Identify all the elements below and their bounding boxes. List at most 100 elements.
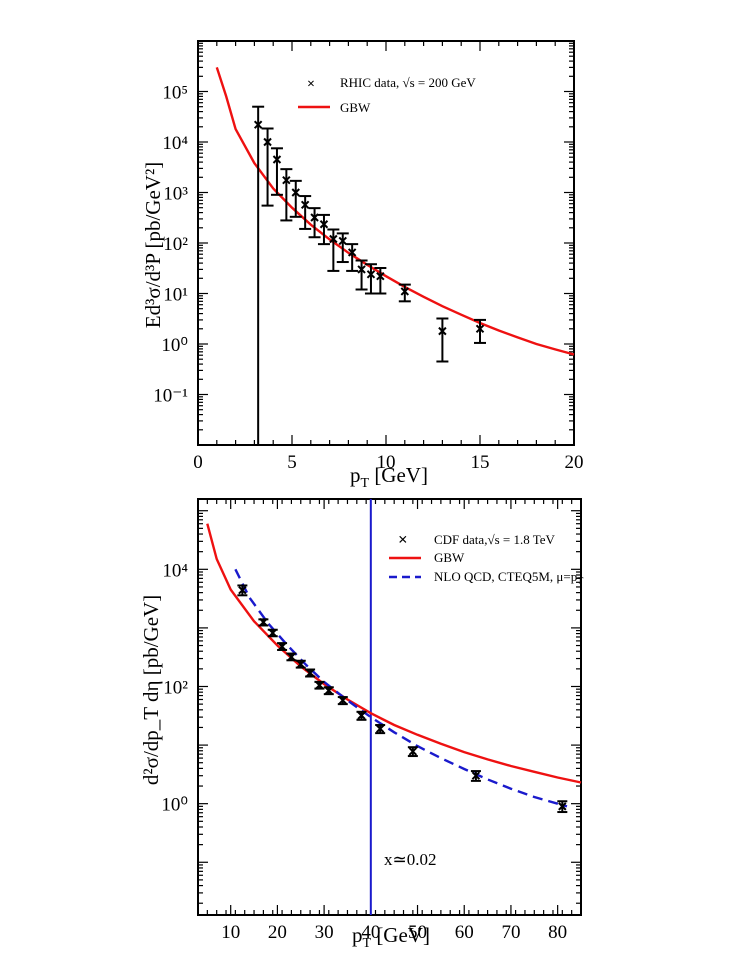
data-point [474,318,486,344]
bottom-legend-nlo-text: NLO QCD, CTEQ5M, μ=p [434,569,577,584]
data-marker [400,287,410,296]
top-gbw-curve-group [215,67,575,356]
y-tick-label: 10² [163,234,188,255]
data-marker [357,711,366,720]
data-marker [310,213,319,222]
top-tick-labels: 0 5 10 15 20 10⁻¹ 10⁰ 10¹ 10² 10³ 10⁴ 10⁵ [153,83,583,474]
data-marker [324,686,333,695]
y-tick-label: 10⁵ [162,83,188,104]
x-tick-label: 50 [408,922,427,943]
x-tick-label: 30 [315,922,334,943]
data-marker [471,771,481,780]
data-marker [347,248,357,257]
data-point [295,659,306,669]
data-marker [296,660,305,669]
data-point [374,266,387,295]
x-tick-label: 70 [501,922,520,943]
x-tick-label: 60 [455,922,474,943]
y-tick-label: 10⁰ [161,795,188,816]
bottom-legend: × CDF data,√s = 1.8 TeV GBW NLO QCD, CTE… [389,530,583,587]
top-ticks [197,40,575,446]
data-marker [238,585,247,595]
data-point [317,213,330,246]
data-marker [375,724,385,733]
y-tick-label: 10⁴ [162,133,188,154]
data-point [470,770,481,782]
data-marker [376,272,385,281]
bottom-data-points [237,584,568,814]
bottom-xlabel-unit: [GeV] [371,923,430,947]
data-marker [315,681,324,690]
data-marker [263,137,272,147]
data-marker [291,188,300,197]
data-point [356,710,367,721]
data-point [327,228,340,272]
data-marker [329,234,338,244]
top-x-axis-label: pT [GeV] [350,463,428,491]
nlo-qcd-curve [234,568,568,808]
bottom-plot-frame [197,498,582,916]
data-marker [475,324,485,334]
bottom-legend-nlo-sub: T [577,576,583,587]
data-point [299,195,312,230]
x-tick-label: 20 [565,452,584,473]
data-marker [319,220,329,229]
x-tick-label: 5 [287,452,297,473]
x-tick-label: 10 [221,922,240,943]
y-tick-label: 10² [163,677,188,698]
data-point [252,105,265,445]
x-tick-label: 10 [377,452,396,473]
data-marker [338,236,347,246]
data-point [305,668,316,678]
data-marker [357,265,366,274]
data-marker [287,652,296,662]
data-point [436,317,449,363]
top-xlabel-p: p [350,463,361,487]
data-point [261,127,274,207]
data-point [398,283,411,303]
data-point [323,686,334,696]
data-point [270,147,283,196]
data-point [280,168,293,222]
y-tick-label: 10⁻¹ [153,386,188,407]
data-point [237,584,248,597]
data-marker [408,747,418,756]
top-xlabel-unit: [GeV] [369,463,428,487]
data-point [355,259,368,291]
data-point [346,243,359,272]
bottom-chart: 10 20 30 40 50 60 70 80 10⁰ 10² 10⁴ × CDF data,√s … [139,498,583,951]
top-legend-gbw-label: GBW [340,100,371,115]
bottom-xlabel-sub: T [363,936,372,951]
top-xlabel-sub: T [361,476,370,491]
bottom-legend-marker: × [398,530,408,549]
top-legend-data-label: RHIC data, √s = 200 GeV [340,75,476,90]
x-tick-label: 80 [548,922,567,943]
bottom-y-axis-label: d²σ/dp_T dη [pb/GeV] [139,595,163,785]
y-tick-label: 10³ [163,184,188,205]
data-marker [282,176,291,185]
bottom-legend-data-label: CDF data,√s = 1.8 TeV [434,532,556,547]
data-point [286,652,297,662]
data-point [277,642,288,651]
data-marker [259,618,268,627]
data-marker [438,326,447,336]
data-marker [272,155,282,164]
data-marker [277,642,287,651]
top-data-points [252,105,486,445]
x-tick-label: 0 [193,452,203,473]
top-legend: × RHIC data, √s = 200 GeV GBW [298,75,476,115]
bottom-annotation-x: x≃0.02 [384,850,437,869]
bottom-curves [206,523,582,808]
x-tick-label: 15 [471,452,490,473]
data-point [336,232,349,264]
data-marker [338,696,348,705]
data-point [308,207,321,239]
top-chart: 0 5 10 15 20 10⁻¹ 10⁰ 10¹ 10² 10³ 10⁴ 10⁵ × RHIC da… [141,40,584,491]
data-marker [300,200,310,210]
bottom-x-axis-label: pT [GeV] [352,923,430,951]
y-tick-label: 10¹ [163,285,188,306]
data-point [337,696,348,706]
y-tick-label: 10⁰ [161,335,188,356]
data-point [407,746,418,758]
